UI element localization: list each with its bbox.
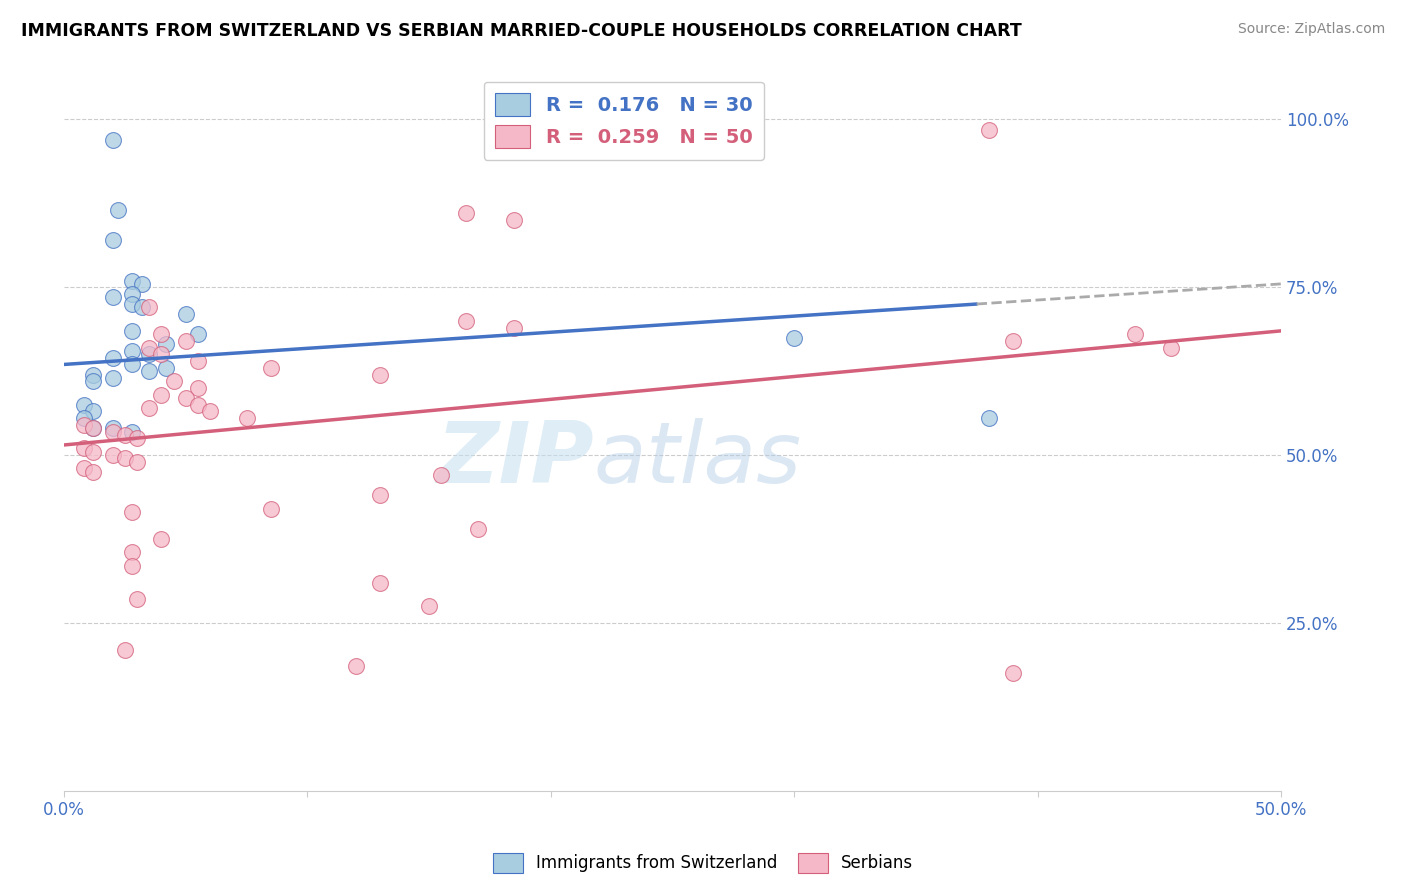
Text: Source: ZipAtlas.com: Source: ZipAtlas.com — [1237, 22, 1385, 37]
Point — [155, 337, 177, 351]
Point — [138, 301, 160, 315]
Point — [114, 428, 136, 442]
Point — [125, 431, 148, 445]
Point — [138, 347, 160, 361]
Point — [783, 330, 806, 344]
Point — [454, 314, 477, 328]
Point — [187, 354, 209, 368]
Point — [131, 301, 153, 315]
Point — [977, 411, 1000, 425]
Point — [101, 351, 124, 365]
Point — [138, 341, 160, 355]
Point — [82, 421, 104, 435]
Point — [454, 206, 477, 220]
Point — [72, 417, 94, 432]
Legend: Immigrants from Switzerland, Serbians: Immigrants from Switzerland, Serbians — [486, 847, 920, 880]
Point — [121, 358, 143, 372]
Point — [174, 307, 197, 321]
Point — [162, 374, 184, 388]
Point — [150, 347, 173, 361]
Point — [977, 122, 1000, 136]
Point — [82, 374, 104, 388]
Point — [370, 575, 392, 590]
Point — [121, 344, 143, 359]
Point — [260, 501, 283, 516]
Point — [121, 558, 143, 573]
Point — [187, 398, 209, 412]
Point — [1123, 327, 1146, 342]
Point — [150, 327, 173, 342]
Point — [260, 360, 283, 375]
Point — [187, 381, 209, 395]
Point — [101, 371, 124, 385]
Point — [121, 324, 143, 338]
Point — [72, 461, 94, 475]
Point — [370, 488, 392, 502]
Point — [82, 444, 104, 458]
Point — [121, 287, 143, 301]
Point — [174, 334, 197, 348]
Point — [138, 364, 160, 378]
Point — [121, 425, 143, 439]
Point — [101, 133, 124, 147]
Point — [72, 398, 94, 412]
Point — [121, 274, 143, 288]
Point — [82, 404, 104, 418]
Point — [101, 421, 124, 435]
Point — [101, 448, 124, 462]
Point — [187, 327, 209, 342]
Point — [1002, 334, 1025, 348]
Point — [125, 455, 148, 469]
Point — [121, 505, 143, 519]
Point — [82, 465, 104, 479]
Point — [430, 468, 453, 483]
Point — [125, 592, 148, 607]
Point — [370, 368, 392, 382]
Point — [150, 532, 173, 546]
Text: ZIP: ZIP — [436, 417, 593, 501]
Point — [418, 599, 440, 613]
Point — [138, 401, 160, 415]
Point — [114, 642, 136, 657]
Point — [101, 233, 124, 247]
Point — [503, 320, 526, 334]
Legend: R =  0.176   N = 30, R =  0.259   N = 50: R = 0.176 N = 30, R = 0.259 N = 50 — [484, 81, 763, 160]
Point — [121, 545, 143, 559]
Point — [82, 421, 104, 435]
Text: atlas: atlas — [593, 417, 801, 501]
Point — [101, 425, 124, 439]
Point — [503, 213, 526, 227]
Point — [344, 659, 367, 673]
Point — [131, 277, 153, 291]
Point — [174, 391, 197, 405]
Point — [235, 411, 257, 425]
Point — [72, 411, 94, 425]
Point — [150, 387, 173, 401]
Point — [107, 203, 129, 218]
Point — [1160, 341, 1182, 355]
Point — [101, 290, 124, 304]
Point — [82, 368, 104, 382]
Point — [1002, 666, 1025, 681]
Point — [114, 451, 136, 466]
Point — [155, 360, 177, 375]
Point — [121, 297, 143, 311]
Point — [198, 404, 221, 418]
Point — [467, 522, 489, 536]
Point — [72, 442, 94, 456]
Text: IMMIGRANTS FROM SWITZERLAND VS SERBIAN MARRIED-COUPLE HOUSEHOLDS CORRELATION CHA: IMMIGRANTS FROM SWITZERLAND VS SERBIAN M… — [21, 22, 1022, 40]
